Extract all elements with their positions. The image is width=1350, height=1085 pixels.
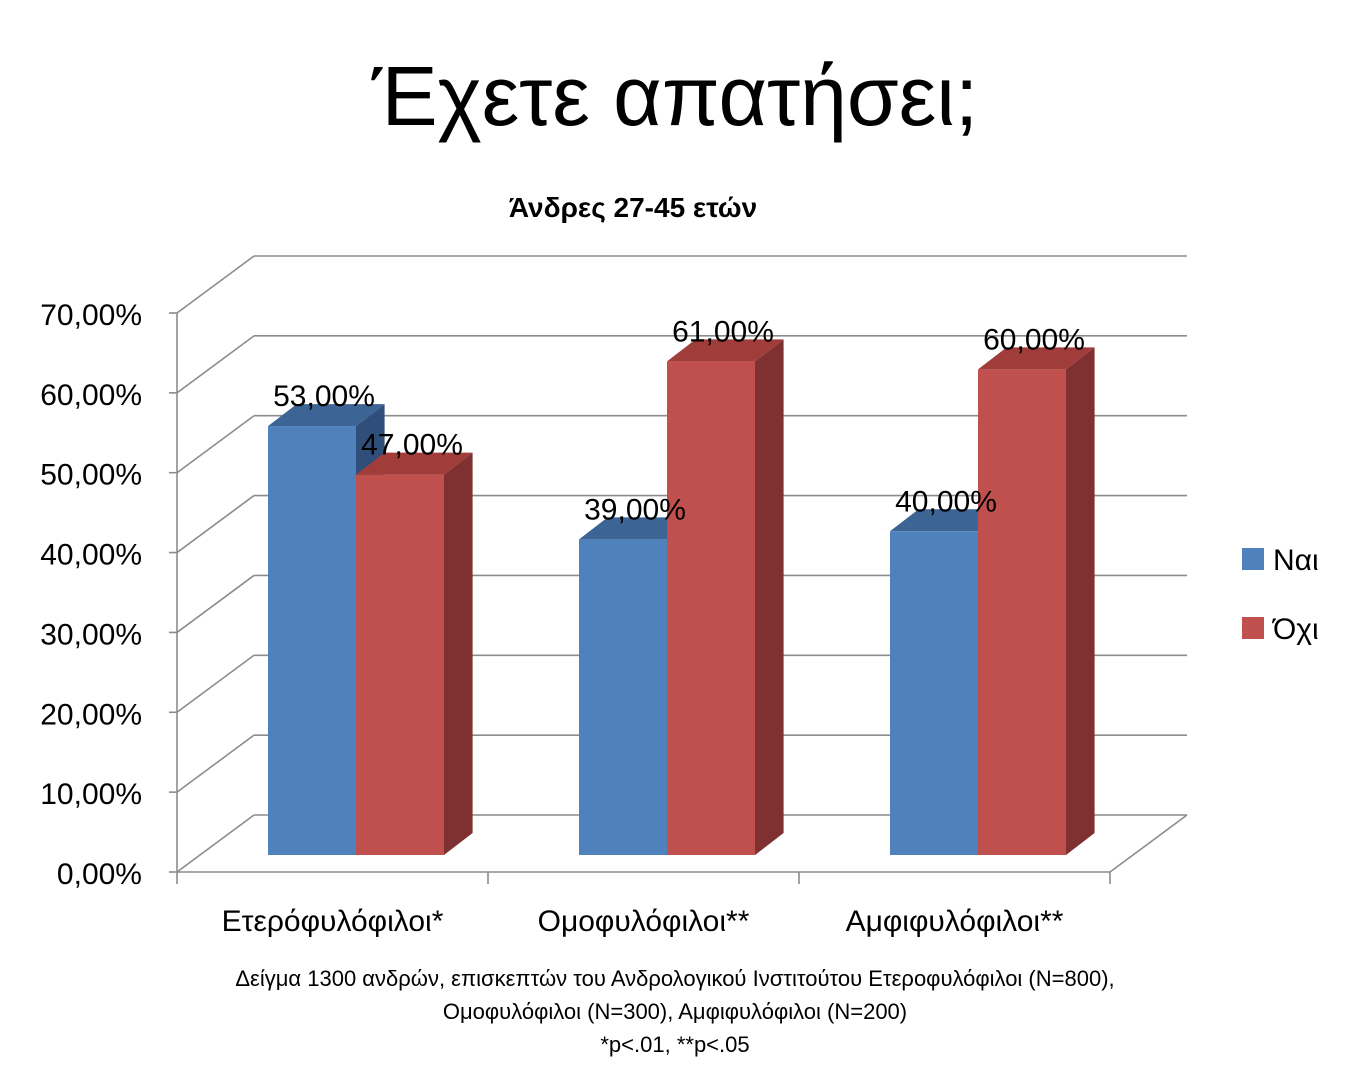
bar-top-face [579, 517, 696, 540]
data-labels: 53,00% 47,00% 39,00% 61,00% 40,00% 60,00% [273, 315, 1085, 526]
bar-value-label: 61,00% [672, 315, 774, 348]
y-tick-label: 30,00% [40, 618, 142, 651]
bar [579, 539, 667, 855]
gridline-depth [176, 734, 255, 793]
chart-title: Άνδρες 27-45 ετών [509, 192, 757, 223]
bar [890, 531, 978, 855]
gridline-depth [176, 494, 255, 554]
axes: 0,00% 10,00% 20,00% 30,00% 40,00% 50,00% 60,00… [40, 299, 1188, 938]
y-tick-label: 50,00% [40, 459, 142, 492]
bar [268, 426, 356, 855]
bar-side-face [1066, 347, 1095, 855]
legend-label: Όχι [1271, 613, 1319, 646]
y-tick-label: 20,00% [40, 698, 142, 731]
bar-value-label: 40,00% [895, 485, 997, 518]
bar-top-face [667, 339, 784, 362]
bar-top-face [356, 452, 473, 475]
bar-top-face [890, 509, 1007, 532]
y-tick-label: 40,00% [40, 539, 142, 572]
bar [978, 369, 1066, 855]
bars [268, 339, 1095, 855]
slide-title: Έχετε απατήσει; [371, 49, 979, 143]
bar-value-label: 60,00% [983, 323, 1085, 356]
gridline-depth [176, 255, 255, 314]
legend-swatch [1242, 617, 1264, 639]
x-tick-label: Ομοφυλόφιλοι** [538, 905, 750, 938]
x-tick-label: Αμφιφυλόφιλοι** [846, 905, 1064, 938]
footnote-line-2: Ομοφυλόφιλοι (N=300), Αμφιφυλόφιλοι (N=2… [442, 999, 908, 1024]
bar-value-label: 53,00% [273, 380, 375, 413]
footnote: Δείγμα 1300 ανδρών, επισκεπτών του Ανδρο… [60, 962, 1290, 1061]
footnote-line-3: *p<.01, **p<.05 [600, 1032, 750, 1057]
bar-value-label: 47,00% [361, 429, 463, 462]
floor-right-edge [1109, 814, 1188, 873]
bar-value-label: 39,00% [584, 493, 686, 526]
bar [356, 474, 444, 855]
gridline-depth [176, 654, 255, 713]
bar-side-face [444, 452, 473, 855]
gridline-depth [176, 574, 255, 634]
gridline-depth [176, 335, 255, 394]
gridline-depth [176, 814, 255, 873]
gridline-depth [176, 415, 255, 474]
legend-swatch [1242, 548, 1264, 570]
bar [667, 361, 755, 855]
bar-top-face [978, 347, 1095, 370]
y-tick-label: 60,00% [40, 379, 142, 412]
y-tick-label: 0,00% [57, 858, 142, 891]
legend: Ναι Όχι [1242, 544, 1319, 646]
legend-label: Ναι [1273, 544, 1319, 577]
y-tick-label: 10,00% [40, 778, 142, 811]
bar-top-face [268, 404, 385, 427]
bar-side-face [755, 339, 784, 855]
y-tick-label: 70,00% [40, 299, 142, 332]
x-tick-label: Ετερόφυλόφιλοι* [222, 905, 444, 938]
bar-chart: Άνδρες 27-45 ετών 0,00% 10,00% 20,00% 30,00… [40, 192, 1319, 938]
footnote-line-1: Δείγμα 1300 ανδρών, επισκεπτών του Ανδρο… [235, 966, 1115, 991]
